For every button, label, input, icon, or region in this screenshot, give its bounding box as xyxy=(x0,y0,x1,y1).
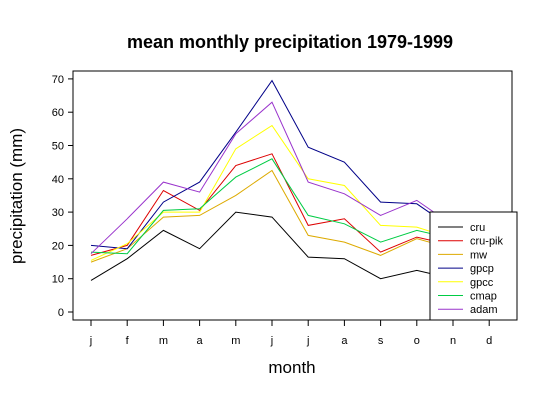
x-tick-label: f xyxy=(126,335,130,347)
series-lines xyxy=(90,79,490,283)
series-line-gpcp xyxy=(90,79,490,250)
x-tick-label: m xyxy=(231,335,240,347)
legend-label-gpcc: gpcc xyxy=(470,277,494,289)
x-tick-label: n xyxy=(450,335,456,347)
series-line-mw xyxy=(90,169,490,263)
y-tick-label: 70 xyxy=(52,74,64,86)
legend-label-cmap: cmap xyxy=(470,291,497,303)
chart-title: mean monthly precipitation 1979-1999 xyxy=(127,32,453,52)
y-tick-label: 10 xyxy=(52,274,64,286)
x-tick-label: o xyxy=(414,335,420,347)
x-tick-label: a xyxy=(341,335,348,347)
y-axis: 0 10 20 30 40 50 60 70 xyxy=(52,74,73,319)
legend-label-adam: adam xyxy=(470,304,498,316)
legend-box xyxy=(429,211,518,321)
y-tick-label: 20 xyxy=(52,240,64,252)
y-tick-label: 60 xyxy=(52,107,64,119)
y-tick-label: 0 xyxy=(58,307,64,319)
x-tick-label: d xyxy=(486,335,492,347)
x-tick-label: a xyxy=(197,335,204,347)
legend-label-cru: cru xyxy=(470,222,485,234)
legend-label-cru-pik: cru-pik xyxy=(470,236,504,248)
y-tick-label: 40 xyxy=(52,174,64,186)
series-line-cru xyxy=(90,211,490,283)
legend-label-gpcp: gpcp xyxy=(470,263,494,275)
y-tick-label: 50 xyxy=(52,141,64,153)
x-tick-label: j xyxy=(306,335,309,347)
x-tick-label: j xyxy=(270,335,273,347)
series-line-cru-pik xyxy=(90,153,490,256)
x-tick-label: j xyxy=(89,335,92,347)
legend-label-mw: mw xyxy=(470,249,487,261)
y-axis-title: precipitation (mm) xyxy=(7,128,26,264)
series-line-cmap xyxy=(90,158,490,255)
y-tick-label: 30 xyxy=(52,207,64,219)
x-axis-title: month xyxy=(268,358,315,377)
series-line-adam xyxy=(90,101,490,255)
x-tick-label: s xyxy=(378,335,384,347)
x-tick-label: m xyxy=(159,335,168,347)
plot-frame xyxy=(72,70,513,321)
